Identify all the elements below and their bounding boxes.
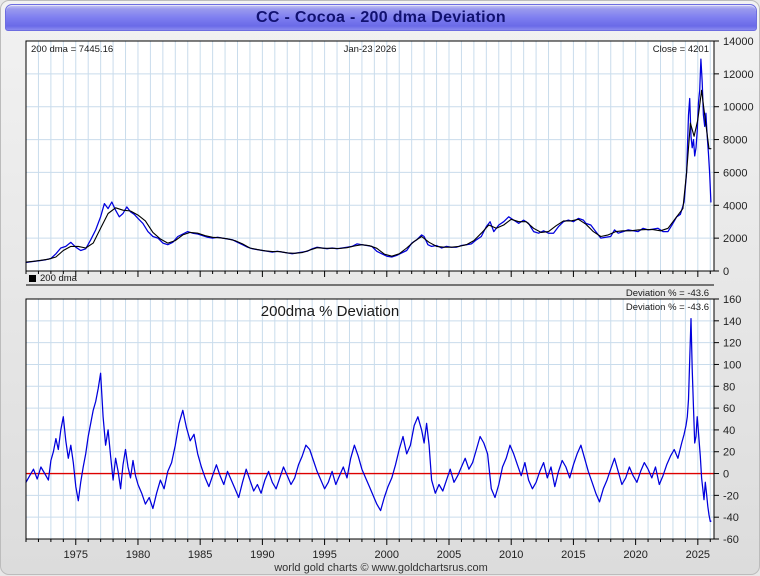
x-axis-tick-label: 1990 [250, 549, 274, 561]
plot-background [26, 299, 714, 539]
plot-frame [25, 298, 715, 540]
x-axis-tick-label: 2015 [561, 549, 585, 561]
y-axis-tick-label: 40 [723, 425, 735, 437]
annotation-date: Jan-23 2026 [344, 44, 397, 55]
chart-canvas: 0 2000 4000 6000 8000 10000 12000 14000 200 dma … [25, 36, 754, 574]
footer-credit: world gold charts © www.goldchartsrus.co… [273, 562, 488, 574]
annotation-close-value: Close = 4201 [653, 44, 709, 55]
y-axis-tick-label: 0 [723, 469, 729, 481]
annotation-deviation-value: Deviation % = -43.6 [626, 288, 709, 299]
y-axis-tick-label: -40 [723, 512, 739, 524]
y-axis-tick-label: 80 [723, 381, 735, 393]
x-axis-tick-label: 2025 [686, 549, 710, 561]
legend-marker-icon [29, 275, 36, 282]
x-axis-tick-label: 1985 [188, 549, 212, 561]
annotation-close-value: Deviation % = -43.6 [626, 302, 709, 313]
y-axis-tick-label: 14000 [723, 36, 754, 48]
plot-background [26, 41, 714, 271]
series-line-deviation- [25, 317, 712, 523]
legend-label: 200 dma [40, 273, 78, 284]
price-panel: 0 2000 4000 6000 8000 10000 12000 14000 200 dma … [25, 36, 754, 284]
annotation-200dma-value: 200 dma = 7445.16 [31, 44, 113, 55]
x-axis-tick-label: 1975 [64, 549, 88, 561]
window-title-bar: CC - Cocoa - 200 dma Deviation [5, 4, 757, 31]
x-axis-tick-label: 1980 [126, 549, 150, 561]
x-axis-tick-label: 2010 [499, 549, 523, 561]
page-title: CC - Cocoa - 200 dma Deviation [256, 9, 506, 26]
y-axis-tick-label: 2000 [723, 233, 747, 245]
y-axis-tick-label: 160 [723, 294, 741, 306]
y-axis-tick-label: 10000 [723, 102, 754, 114]
x-axis-tick-label: 1995 [312, 549, 336, 561]
x-axis-tick-label: 2020 [623, 549, 647, 561]
y-axis-tick-label: 120 [723, 338, 741, 350]
y-axis-tick-label: 4000 [723, 200, 747, 212]
y-axis-tick-label: 6000 [723, 167, 747, 179]
y-axis-tick-label: 140 [723, 316, 741, 328]
plot-frame [25, 40, 715, 272]
y-axis-tick-label: -60 [723, 534, 739, 546]
deviation-panel: -60 -40 -20 0 20 40 60 80 100 120 140 160 1975 1980 19… [25, 294, 741, 561]
y-axis-tick-label: 12000 [723, 69, 754, 81]
y-axis-tick-label: 60 [723, 403, 735, 415]
series-line-200-dma [25, 89, 712, 263]
y-axis-tick-label: 20 [723, 447, 735, 459]
y-axis-tick-label: -20 [723, 490, 739, 502]
panel-title: 200dma % Deviation [261, 303, 399, 320]
y-axis-tick-label: 100 [723, 359, 741, 371]
x-axis-tick-label: 2000 [375, 549, 399, 561]
y-axis-tick-label: 0 [723, 266, 729, 278]
x-axis-tick-label: 2005 [437, 549, 461, 561]
series-line-cocoa-price [25, 58, 712, 264]
y-axis-tick-label: 8000 [723, 135, 747, 147]
